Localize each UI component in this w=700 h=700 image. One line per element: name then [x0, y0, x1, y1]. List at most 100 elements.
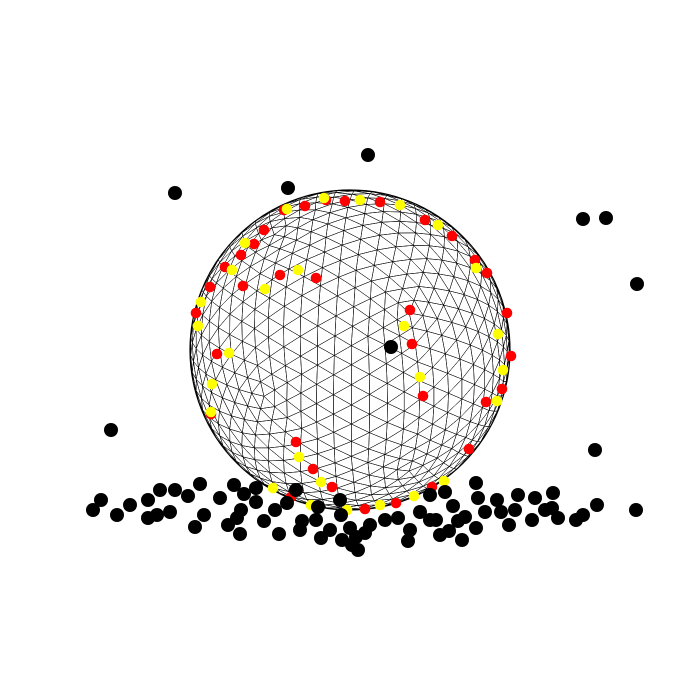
particle-yellow: [374, 499, 386, 511]
particle-yellow: [223, 347, 235, 359]
particle-black: [311, 500, 325, 514]
particle-black: [197, 508, 211, 522]
particle-black: [272, 527, 286, 541]
particle-black: [281, 181, 295, 195]
particle-black: [363, 518, 377, 532]
particle-black: [233, 527, 247, 541]
particle-red: [417, 390, 429, 402]
particle-black: [630, 277, 644, 291]
particle-red: [211, 348, 223, 360]
particle-black: [309, 513, 323, 527]
particle-yellow: [259, 283, 271, 295]
particle-black: [193, 477, 207, 491]
particle-black: [227, 478, 241, 492]
particle-black: [221, 518, 235, 532]
particle-black: [289, 483, 303, 497]
particle-black: [576, 212, 590, 226]
particle-black: [471, 491, 485, 505]
particle-black: [314, 531, 328, 545]
particle-black: [538, 503, 552, 517]
particle-black: [141, 493, 155, 507]
particle-black: [94, 493, 108, 507]
particle-black: [528, 491, 542, 505]
particle-black: [391, 511, 405, 525]
particle-red: [359, 503, 371, 515]
particle-red: [310, 272, 322, 284]
particle-black: [257, 514, 271, 528]
particle-black: [511, 488, 525, 502]
particle-yellow: [492, 328, 504, 340]
particle-black: [423, 513, 437, 527]
particle-yellow: [497, 364, 509, 376]
particle-black: [237, 487, 251, 501]
particle-yellow: [408, 490, 420, 502]
particle-black: [213, 491, 227, 505]
particle-yellow: [491, 395, 503, 407]
particle-red: [190, 307, 202, 319]
particle-red: [237, 280, 249, 292]
particle-yellow: [192, 320, 204, 332]
particle-black: [86, 503, 100, 517]
particle-black: [110, 508, 124, 522]
particle-black: [188, 520, 202, 534]
particle-black: [508, 503, 522, 517]
particle-yellow: [205, 406, 217, 418]
particle-black: [384, 340, 398, 354]
particle-red: [446, 230, 458, 242]
particle-yellow: [470, 262, 482, 274]
particle-black: [163, 505, 177, 519]
particle-red: [505, 350, 517, 362]
particle-yellow: [292, 264, 304, 276]
particle-red: [501, 307, 513, 319]
particle-red: [299, 200, 311, 212]
particle-yellow: [239, 237, 251, 249]
particle-black: [361, 148, 375, 162]
particle-red: [274, 269, 286, 281]
particle-red: [463, 443, 475, 455]
particle-red: [406, 338, 418, 350]
particle-black: [168, 483, 182, 497]
particle-black: [423, 488, 437, 502]
particle-yellow: [398, 320, 410, 332]
particle-black: [123, 498, 137, 512]
particle-yellow: [354, 194, 366, 206]
particle-red: [481, 267, 493, 279]
particle-black: [546, 486, 560, 500]
particle-black: [469, 476, 483, 490]
particle-yellow: [281, 203, 293, 215]
particle-yellow: [432, 219, 444, 231]
particle-black: [569, 513, 583, 527]
particle-black: [351, 543, 365, 557]
free-particles: [86, 148, 644, 557]
particle-yellow: [206, 378, 218, 390]
particle-black: [280, 496, 294, 510]
particle-black: [588, 443, 602, 457]
particle-yellow: [267, 482, 279, 494]
particle-yellow: [315, 476, 327, 488]
particle-black: [141, 511, 155, 525]
particle-red: [496, 383, 508, 395]
particle-red: [390, 497, 402, 509]
particle-black: [104, 423, 118, 437]
particle-red: [339, 195, 351, 207]
particle-black: [249, 481, 263, 495]
particle-yellow: [438, 475, 450, 487]
particle-black: [494, 505, 508, 519]
particle-yellow: [414, 371, 426, 383]
particle-black: [335, 533, 349, 547]
particle-red: [307, 463, 319, 475]
particle-black: [249, 495, 263, 509]
particle-black: [403, 523, 417, 537]
particle-black: [599, 211, 613, 225]
particle-black: [295, 514, 309, 528]
particle-red: [290, 436, 302, 448]
particle-black: [268, 503, 282, 517]
particle-black: [455, 533, 469, 547]
particle-yellow: [293, 451, 305, 463]
particle-red: [235, 249, 247, 261]
particle-yellow: [226, 264, 238, 276]
particle-black: [323, 523, 337, 537]
particle-black: [490, 493, 504, 507]
particle-red: [480, 396, 492, 408]
mesh-sphere: [189, 189, 511, 511]
